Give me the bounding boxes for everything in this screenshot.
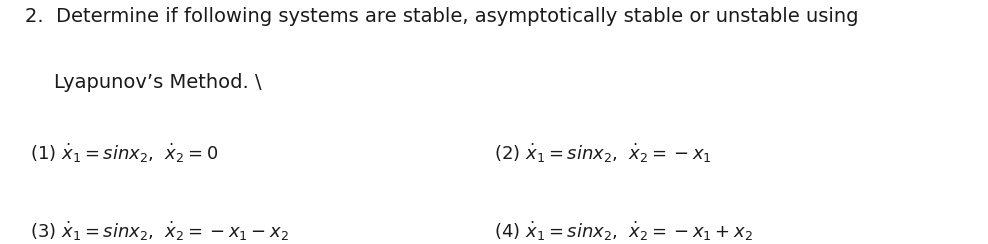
- Text: 2.  Determine if following systems are stable, asymptotically stable or unstable: 2. Determine if following systems are st…: [25, 7, 859, 26]
- Text: (2) $\dot{x}_1 = sinx_2$,  $\dot{x}_2 = -x_1$: (2) $\dot{x}_1 = sinx_2$, $\dot{x}_2 = -…: [494, 142, 711, 165]
- Text: (3) $\dot{x}_1 = sinx_2$,  $\dot{x}_2 = -x_1 - x_2$: (3) $\dot{x}_1 = sinx_2$, $\dot{x}_2 = -…: [30, 220, 288, 243]
- Text: Lyapunov’s Method. \: Lyapunov’s Method. \: [54, 73, 262, 92]
- Text: (1) $\dot{x}_1 = sinx_2$,  $\dot{x}_2 = 0$: (1) $\dot{x}_1 = sinx_2$, $\dot{x}_2 = 0…: [30, 142, 218, 165]
- Text: (4) $\dot{x}_1 = sinx_2$,  $\dot{x}_2 = -x_1 + x_2$: (4) $\dot{x}_1 = sinx_2$, $\dot{x}_2 = -…: [494, 220, 753, 243]
